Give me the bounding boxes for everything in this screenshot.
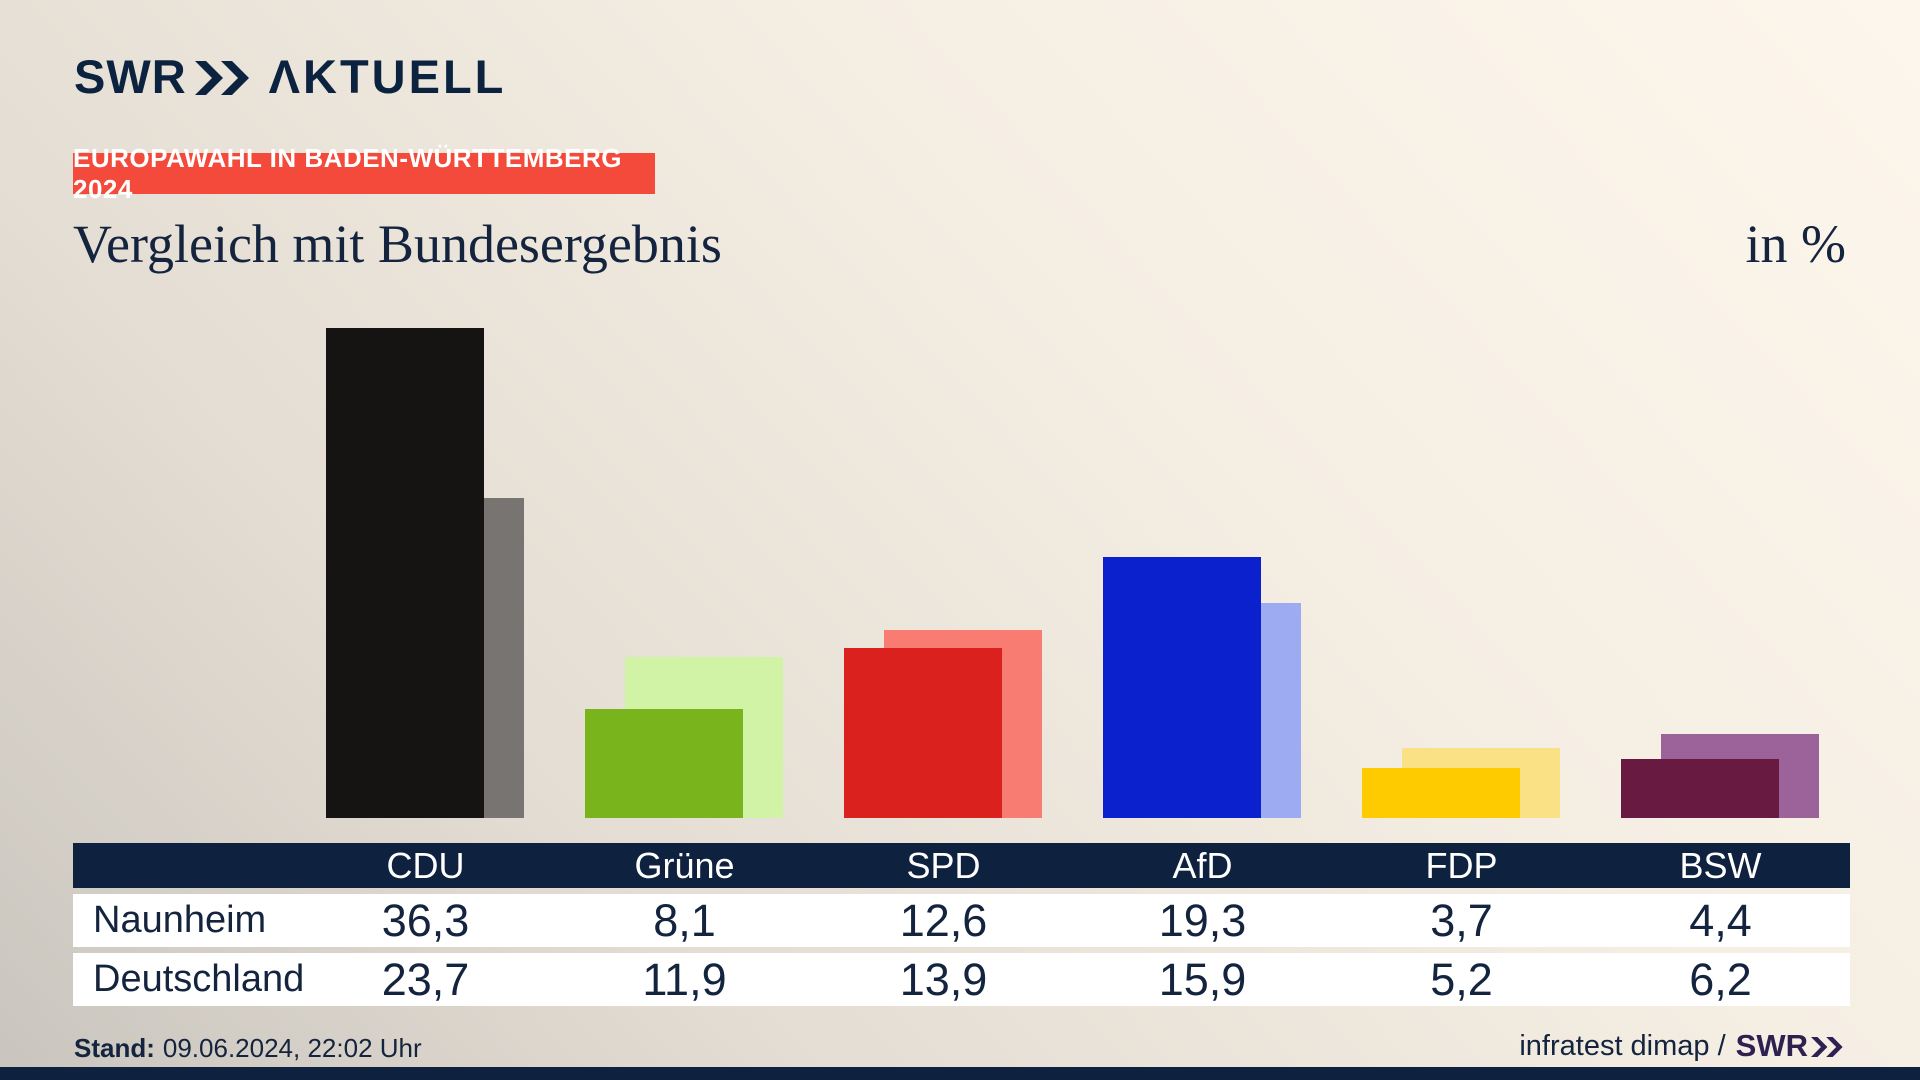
swr-aktuell-logo: SWR ΛKTUELL (74, 53, 506, 100)
source-credit: infratest dimap / SWR (1519, 1028, 1845, 1064)
bar-group-spd (844, 318, 1042, 818)
bar-afd-naunheim (1103, 557, 1261, 818)
table-cell: 6,2 (1689, 953, 1752, 1005)
bottom-bar (0, 1067, 1920, 1080)
table-cell: 12,6 (899, 894, 988, 946)
results-table: CDU Grüne SPD AfD FDP BSW Naunheim 36,3 8,1 12,6 1… (73, 843, 1850, 1006)
column-header-afd: AfD (1172, 844, 1233, 886)
column-header-fdp: FDP (1425, 844, 1498, 886)
bar-bsw-naunheim (1621, 758, 1779, 818)
row-label: Naunheim (93, 899, 267, 941)
bar-group-afd (1103, 318, 1301, 818)
bar-grüne-naunheim (585, 708, 743, 818)
topic-badge: EUROPAWAHL IN BADEN-WÜRTTEMBERG 2024 (73, 143, 655, 204)
bar-group-cdu (326, 318, 524, 818)
column-header-bsw: BSW (1679, 844, 1762, 886)
column-header-grüne: Grüne (634, 844, 735, 886)
double-chevron-icon (194, 60, 249, 95)
table-corner-cell (73, 843, 296, 888)
table-header-row: CDU Grüne SPD AfD FDP BSW (73, 843, 1850, 888)
table-cell: 36,3 (381, 894, 470, 946)
table-cell: 11,9 (642, 953, 727, 1005)
bar-group-fdp (1362, 318, 1560, 818)
row-label: Deutschland (93, 958, 305, 1000)
table-cell: 23,7 (381, 953, 470, 1005)
bar-fdp-naunheim (1362, 768, 1520, 818)
swr-logo-footer-text: SWR (1735, 1028, 1808, 1063)
stand-label: Stand: (74, 1033, 155, 1063)
grouped-bar-chart (326, 318, 1866, 818)
stand-timestamp: Stand: 09.06.2024, 22:02 Uhr (74, 1033, 422, 1064)
chart-title: Vergleich mit Bundesergebnis (73, 214, 722, 274)
table-row-naunheim: Naunheim 36,3 8,1 12,6 19,3 3,7 4,4 (73, 894, 1850, 947)
stand-value: 09.06.2024, 22:02 Uhr (162, 1033, 422, 1063)
table-row-deutschland: Deutschland 23,7 11,9 13,9 15,9 5,2 6,2 (73, 953, 1850, 1006)
double-chevron-icon (1811, 1037, 1843, 1057)
swr-logo-footer: SWR (1736, 1028, 1845, 1064)
unit-label: in % (1745, 214, 1847, 274)
bar-spd-naunheim (844, 647, 1002, 818)
table-cell: 19,3 (1158, 894, 1247, 946)
column-header-cdu: CDU (386, 844, 465, 886)
table-cell: 5,2 (1430, 953, 1493, 1005)
table-cell: 15,9 (1158, 953, 1247, 1005)
bar-cdu-naunheim (326, 327, 484, 818)
column-header-spd: SPD (906, 844, 981, 886)
swr-logo-text: SWR (74, 50, 187, 103)
table-cell: 4,4 (1689, 894, 1752, 946)
bar-group-grüne (585, 318, 783, 818)
bar-group-bsw (1621, 318, 1819, 818)
table-cell: 8,1 (653, 894, 716, 946)
source-text: infratest dimap / (1519, 1029, 1726, 1062)
table-cell: 3,7 (1430, 894, 1493, 946)
table-cell: 13,9 (899, 953, 988, 1005)
aktuell-logo-text: ΛKTUELL (268, 50, 507, 103)
